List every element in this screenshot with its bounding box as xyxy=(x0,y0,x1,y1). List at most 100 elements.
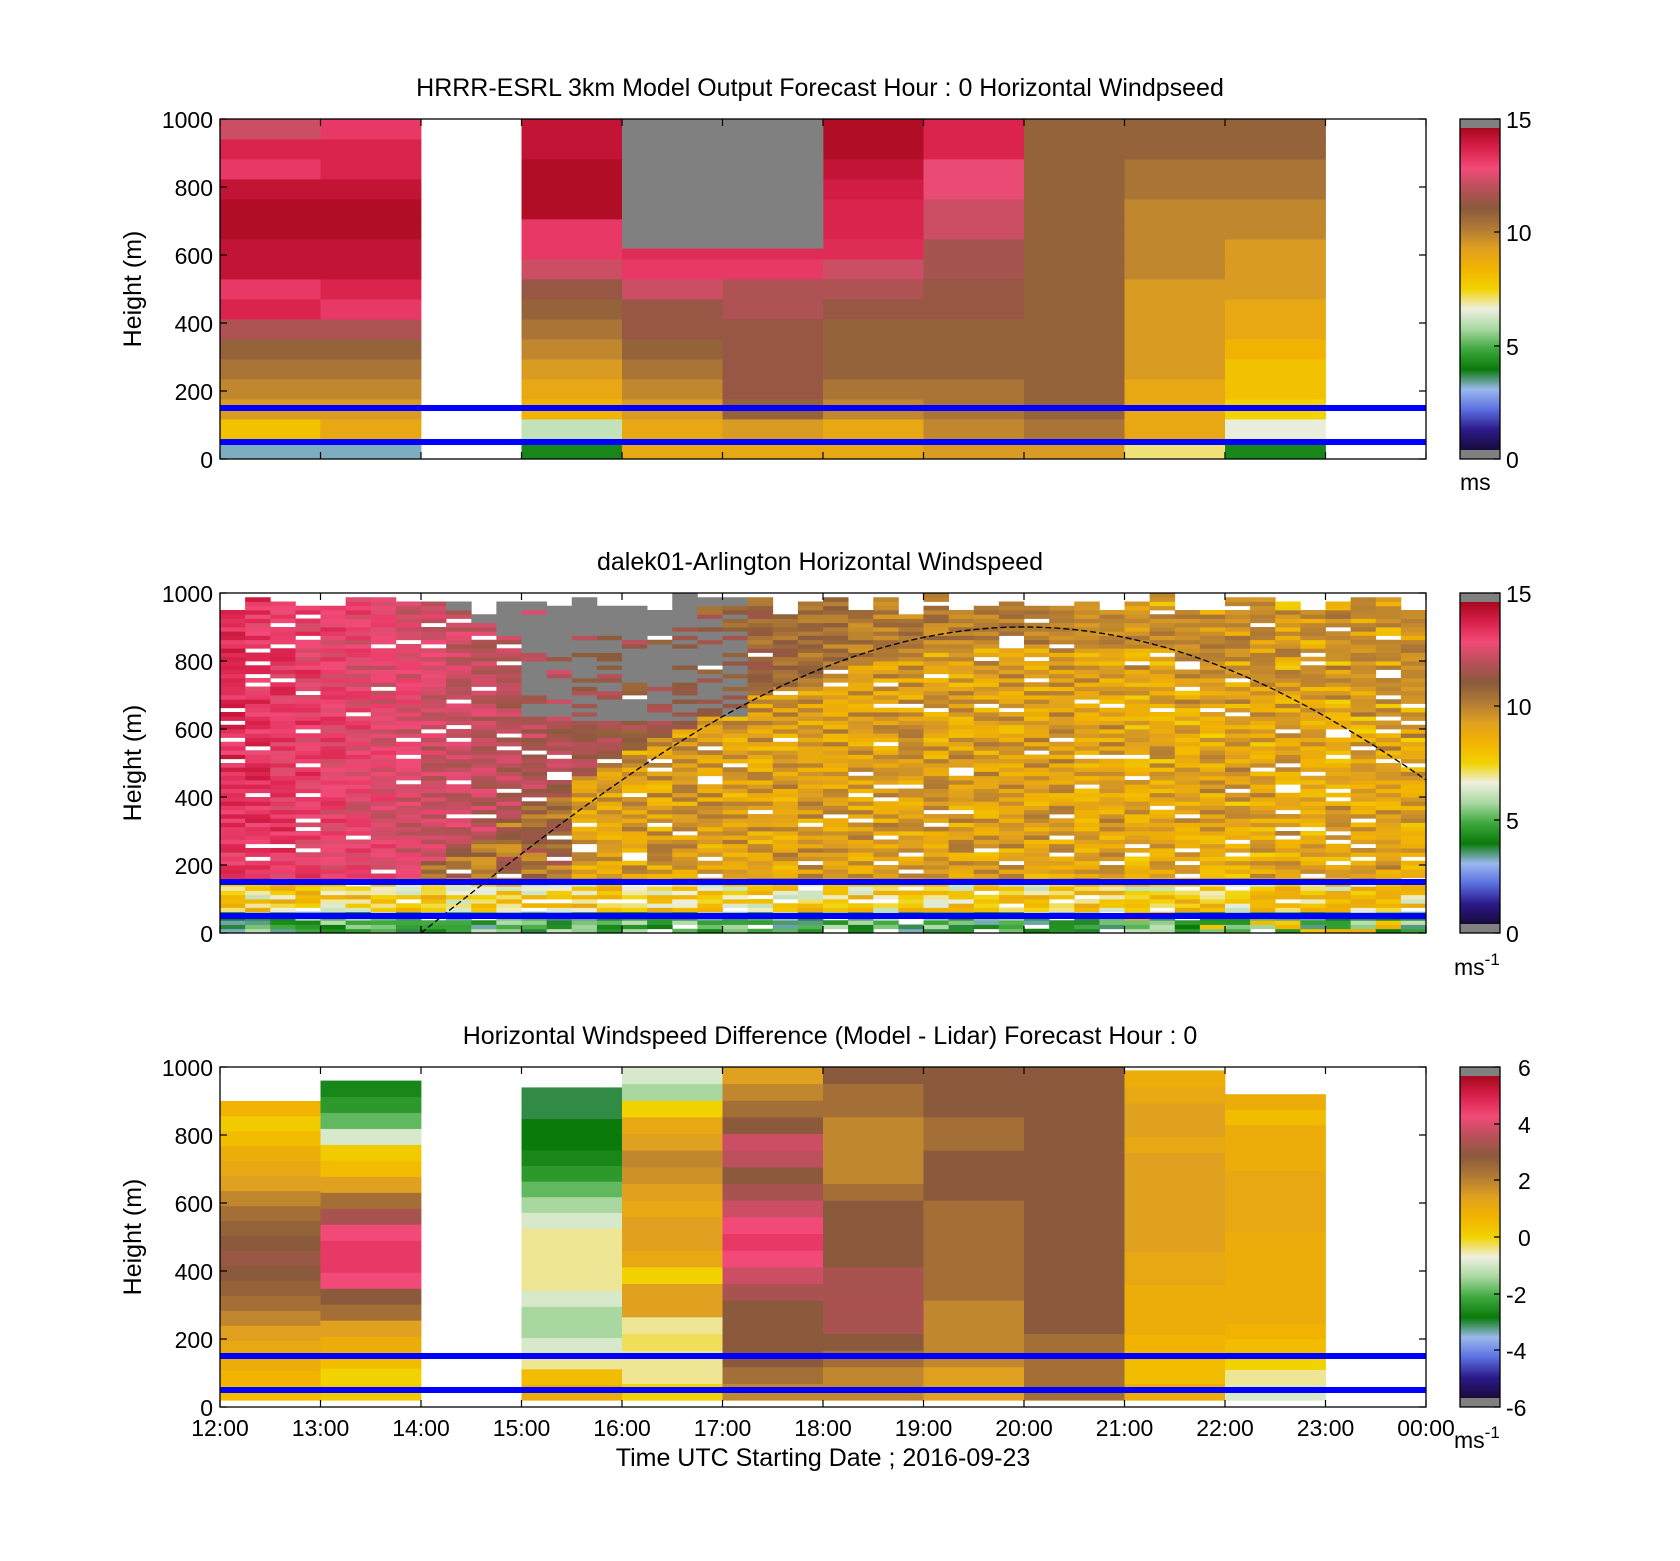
heatmap-cell xyxy=(446,610,472,615)
heatmap-cell xyxy=(370,746,397,751)
heatmap-cell xyxy=(471,780,497,785)
heatmap-cell xyxy=(395,678,422,683)
heatmap-cell xyxy=(446,741,472,747)
heatmap-cell xyxy=(622,1216,723,1234)
heatmap-cell xyxy=(1074,775,1100,781)
heatmap-cell xyxy=(772,644,799,649)
heatmap-cell xyxy=(1250,733,1276,738)
heatmap-cell xyxy=(1199,690,1226,696)
heatmap-cell xyxy=(1325,792,1352,798)
heatmap-cell xyxy=(1275,754,1301,760)
heatmap-cell xyxy=(998,818,1025,823)
heatmap-cell xyxy=(596,920,623,925)
y-tick-label: 200 xyxy=(175,1327,213,1353)
heatmap-cell xyxy=(1325,652,1352,658)
missing-data-cell xyxy=(596,661,623,666)
heatmap-cell xyxy=(622,1333,723,1351)
heatmap-cell xyxy=(923,695,950,700)
heatmap-cell xyxy=(471,741,497,747)
heatmap-cell xyxy=(1049,801,1075,806)
heatmap-cell xyxy=(998,822,1025,828)
heatmap-cell xyxy=(1275,865,1301,870)
heatmap-cell xyxy=(245,907,271,913)
heatmap-cell xyxy=(546,894,573,900)
heatmap-cell xyxy=(873,788,899,794)
heatmap-cell xyxy=(1225,639,1251,645)
heatmap-cell xyxy=(270,924,296,930)
heatmap-cell xyxy=(295,784,321,789)
heatmap-cell xyxy=(546,729,573,734)
heatmap-cell xyxy=(1074,860,1100,866)
heatmap-cell xyxy=(1199,809,1226,815)
heatmap-cell xyxy=(722,788,749,794)
heatmap-cell xyxy=(521,1322,623,1339)
heatmap-cell xyxy=(295,775,321,781)
heatmap-cell xyxy=(1099,890,1125,896)
heatmap-cell xyxy=(220,826,246,832)
heatmap-cell xyxy=(1124,805,1151,811)
heatmap-cell xyxy=(496,839,522,845)
heatmap-cell xyxy=(1300,797,1326,802)
heatmap-cell xyxy=(848,729,874,734)
heatmap-cell xyxy=(848,826,874,832)
heatmap-cell xyxy=(571,835,598,840)
missing-data-cell xyxy=(571,716,598,721)
heatmap-cell xyxy=(1275,673,1301,679)
heatmap-cell xyxy=(596,907,623,913)
heatmap-cell xyxy=(823,1316,924,1334)
heatmap-cell xyxy=(1124,119,1226,140)
heatmap-cell xyxy=(1124,724,1151,730)
heatmap-cell xyxy=(270,618,296,624)
heatmap-cell xyxy=(521,724,548,730)
heatmap-cell xyxy=(772,648,799,653)
heatmap-cell xyxy=(1375,869,1402,874)
heatmap-cell xyxy=(1149,809,1176,815)
heatmap-cell xyxy=(220,741,246,747)
heatmap-cell xyxy=(1375,656,1402,662)
heatmap-cell xyxy=(1250,699,1276,704)
heatmap-cell xyxy=(772,894,799,900)
heatmap-cell xyxy=(1300,648,1326,653)
heatmap-cell xyxy=(270,712,296,717)
heatmap-cell xyxy=(1024,1266,1125,1284)
heatmap-cell xyxy=(370,843,397,849)
heatmap-cell xyxy=(295,852,321,857)
heatmap-cell xyxy=(245,890,271,896)
heatmap-cell xyxy=(395,767,422,772)
heatmap-cell xyxy=(571,860,598,866)
heatmap-cell xyxy=(898,899,924,904)
heatmap-cell xyxy=(395,805,422,811)
heatmap-cell xyxy=(1149,869,1176,874)
x-tick-label: 19:00 xyxy=(895,1415,953,1441)
heatmap-cell xyxy=(747,716,774,721)
heatmap-cell xyxy=(973,686,1000,692)
heatmap-cell xyxy=(772,635,799,641)
heatmap-cell xyxy=(496,822,522,828)
heatmap-cell xyxy=(1149,865,1176,870)
missing-data-cell xyxy=(722,690,749,696)
heatmap-cell xyxy=(1024,1100,1125,1118)
heatmap-cell xyxy=(823,792,849,798)
heatmap-cell xyxy=(797,754,824,760)
heatmap-cell xyxy=(973,720,1000,726)
heatmap-cell xyxy=(596,928,623,934)
heatmap-cell xyxy=(421,652,447,658)
heatmap-cell xyxy=(1174,784,1201,789)
heatmap-cell xyxy=(1275,712,1301,717)
heatmap-cell xyxy=(1049,754,1075,760)
heatmap-cell xyxy=(1225,1247,1326,1263)
heatmap-cell xyxy=(1350,822,1377,828)
heatmap-cell xyxy=(823,865,849,870)
heatmap-cell xyxy=(622,754,648,760)
heatmap-cell xyxy=(421,903,447,908)
heatmap-cell xyxy=(1024,767,1050,772)
heatmap-cell xyxy=(220,818,246,823)
heatmap-cell xyxy=(772,805,799,811)
heatmap-cell xyxy=(1400,826,1427,832)
missing-data-cell xyxy=(521,622,548,628)
heatmap-cell xyxy=(823,614,849,619)
heatmap-cell xyxy=(370,780,397,785)
heatmap-cell xyxy=(823,179,924,200)
heatmap-cell xyxy=(571,907,598,913)
heatmap-cell xyxy=(1199,792,1226,798)
